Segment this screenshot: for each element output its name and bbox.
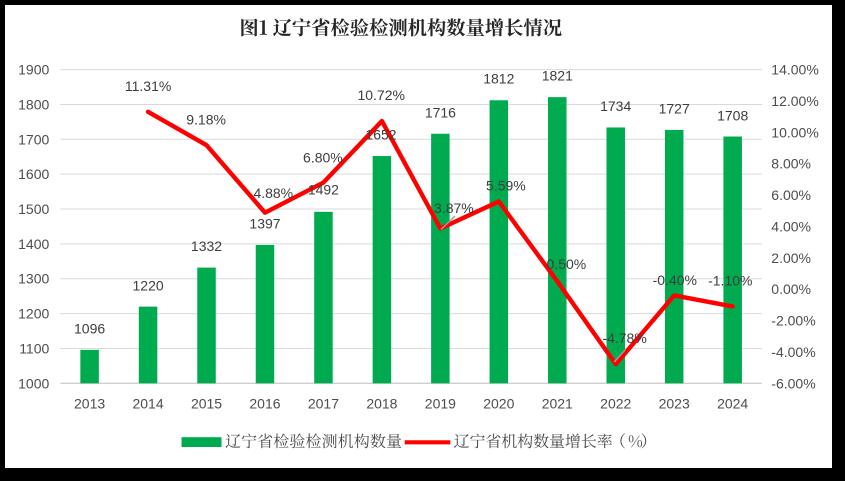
svg-text:1600: 1600 [18,166,49,182]
svg-text:1652: 1652 [365,127,396,143]
svg-text:1800: 1800 [18,96,49,112]
svg-text:1000: 1000 [18,375,49,391]
svg-text:4.88%: 4.88% [253,185,293,201]
svg-text:14.00%: 14.00% [771,62,818,78]
svg-text:1400: 1400 [18,236,49,252]
svg-text:2019: 2019 [425,396,456,412]
svg-text:-6.00%: -6.00% [771,375,815,391]
svg-text:0.50%: 0.50% [547,256,587,272]
svg-text:2016: 2016 [249,396,280,412]
svg-text:-0.40%: -0.40% [653,272,697,288]
svg-text:12.00%: 12.00% [771,93,818,109]
svg-text:1727: 1727 [659,100,690,116]
svg-text:11.31%: 11.31% [125,78,171,94]
svg-text:10.00%: 10.00% [771,124,818,140]
svg-text:1200: 1200 [18,306,49,322]
svg-text:9.18%: 9.18% [186,112,226,128]
svg-text:2018: 2018 [366,396,397,412]
svg-text:1220: 1220 [133,277,164,293]
svg-text:-2.00%: -2.00% [771,313,815,329]
svg-text:2021: 2021 [542,396,573,412]
svg-text:0.00%: 0.00% [771,281,811,297]
svg-text:2024: 2024 [717,396,748,412]
svg-text:1397: 1397 [249,216,280,232]
svg-text:2022: 2022 [600,396,631,412]
svg-text:1700: 1700 [18,131,49,147]
svg-text:6.80%: 6.80% [303,150,343,166]
svg-text:1492: 1492 [308,182,339,198]
svg-text:8.00%: 8.00% [771,156,811,172]
svg-text:1716: 1716 [425,104,456,120]
svg-text:6.00%: 6.00% [771,187,811,203]
svg-text:2023: 2023 [659,396,690,412]
svg-text:1708: 1708 [717,107,748,123]
svg-text:2015: 2015 [191,396,222,412]
svg-text:1332: 1332 [191,238,222,254]
svg-text:1821: 1821 [542,68,573,84]
svg-text:1300: 1300 [18,271,49,287]
svg-text:10.72%: 10.72% [357,87,404,103]
svg-text:4.00%: 4.00% [771,218,811,234]
svg-text:1900: 1900 [18,62,49,78]
svg-text:1812: 1812 [483,71,514,87]
svg-text:-4.00%: -4.00% [771,344,815,360]
svg-text:2017: 2017 [308,396,339,412]
svg-text:2014: 2014 [132,396,163,412]
svg-text:1100: 1100 [19,340,49,356]
svg-text:2020: 2020 [483,396,514,412]
svg-text:3.87%: 3.87% [434,200,474,216]
svg-text:5.59%: 5.59% [486,178,526,194]
svg-text:1500: 1500 [18,201,49,217]
svg-text:2.00%: 2.00% [771,250,811,266]
svg-text:1096: 1096 [74,320,105,336]
svg-text:-4.78%: -4.78% [602,330,646,346]
svg-text:-1.10%: -1.10% [708,273,752,289]
svg-text:1734: 1734 [600,98,631,114]
svg-text:2013: 2013 [74,396,105,412]
